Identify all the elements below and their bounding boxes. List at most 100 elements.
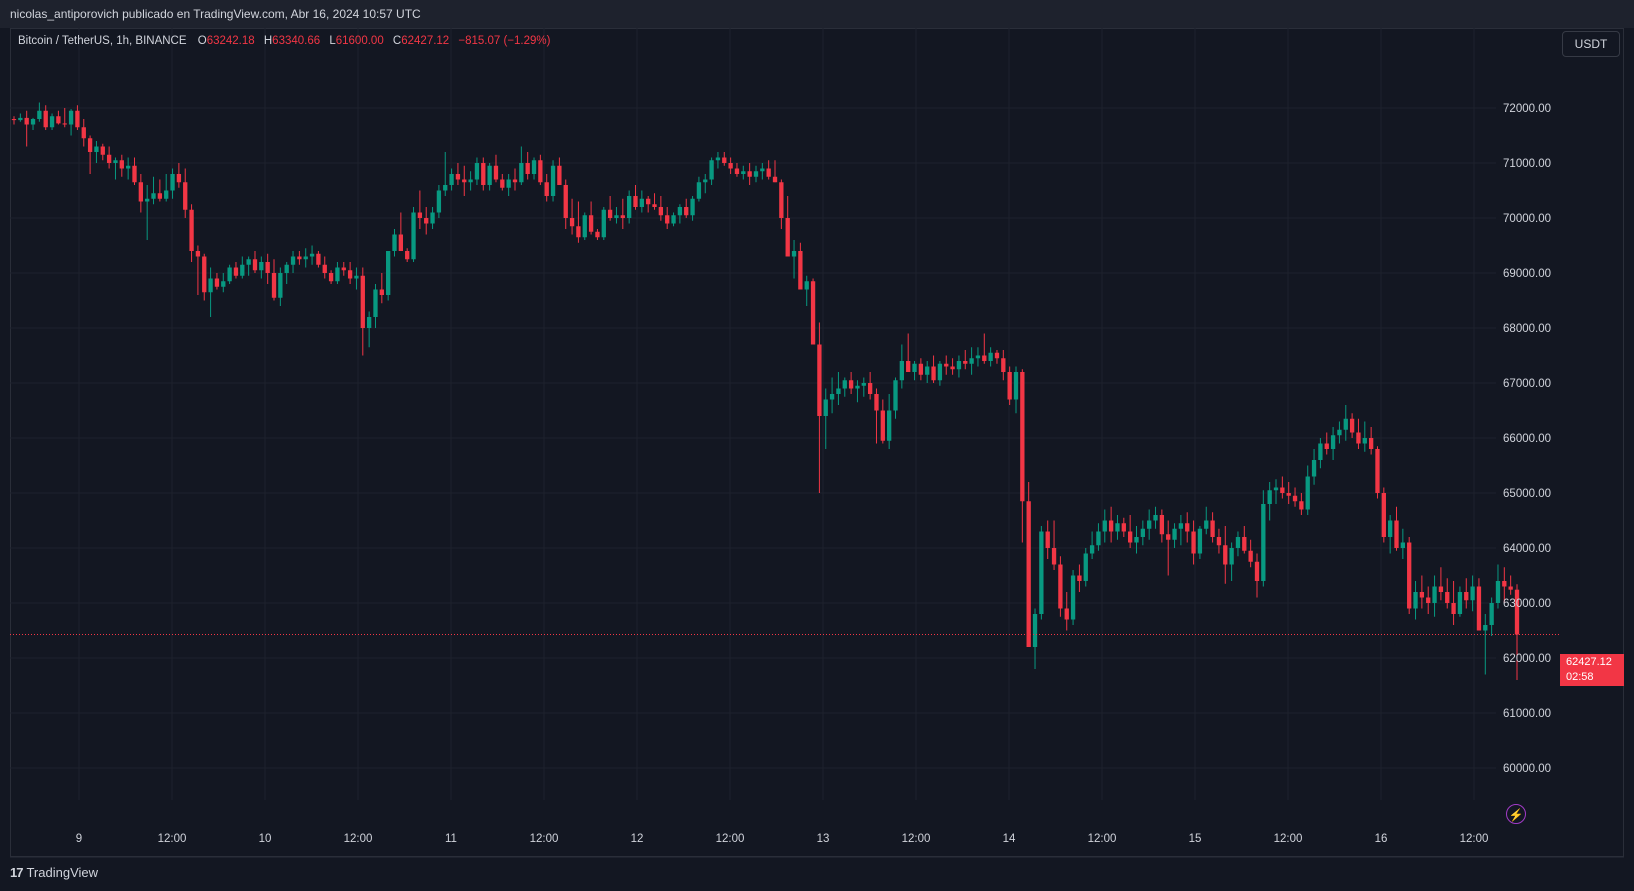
candle-body	[1077, 575, 1082, 581]
candle-body	[424, 218, 429, 224]
candle-body	[240, 264, 245, 276]
candle-body	[297, 256, 302, 260]
candle-body	[487, 165, 492, 185]
candle-body	[316, 253, 321, 265]
time-axis[interactable]: 9 12:00 10 12:00 11 12:00 12 12:00 13 12:00 14 12:0…	[76, 833, 1489, 845]
candle-body	[1343, 418, 1348, 430]
candle-body	[68, 110, 74, 125]
y-tick-label: 71000.00	[1503, 158, 1551, 170]
candle-body	[1210, 520, 1215, 537]
candle-body	[887, 410, 892, 441]
candle-body	[1185, 523, 1190, 532]
candle-body	[1235, 537, 1241, 548]
candle-body	[525, 163, 530, 174]
candle-body	[24, 117, 29, 125]
candle-body	[690, 198, 695, 216]
candle-body	[309, 253, 315, 257]
candle-body	[430, 212, 435, 224]
candle-body	[823, 399, 828, 416]
candle-body	[1299, 501, 1304, 510]
candle-body	[1045, 531, 1050, 548]
candle-body	[341, 267, 346, 271]
candle-body	[760, 168, 765, 172]
open-value: 63242.18	[206, 35, 255, 47]
candle-body	[1001, 358, 1006, 372]
candle-body	[366, 317, 372, 328]
candle-body	[11, 119, 17, 121]
high-label: H	[263, 35, 273, 47]
tradingview-logo-icon: 17	[10, 865, 24, 880]
candle-body	[779, 182, 784, 218]
candle-body	[607, 209, 613, 218]
candle-body	[1368, 438, 1374, 449]
grid	[10, 28, 1624, 858]
candle-body	[912, 363, 917, 372]
candle-body	[1058, 564, 1063, 609]
candle-body	[836, 388, 841, 394]
candle-body	[1508, 586, 1513, 590]
candle-body	[1432, 586, 1437, 603]
candle-body	[132, 165, 137, 183]
candle-body	[170, 174, 175, 191]
candle-body	[62, 123, 67, 125]
candle-body	[804, 281, 809, 290]
candle-body	[125, 165, 131, 169]
candle-body	[164, 190, 169, 199]
bar-countdown: 02:58	[1566, 671, 1594, 683]
candle-body	[1007, 372, 1012, 400]
candle-body	[867, 383, 873, 394]
tradingview-brand[interactable]: 17 TradingView	[10, 865, 98, 880]
candle-body	[1514, 589, 1520, 635]
candle-body	[829, 394, 835, 400]
high-value: 63340.66	[272, 35, 321, 47]
candle-body	[1470, 586, 1475, 601]
candle-body	[1191, 531, 1196, 554]
x-tick-label: 12:00	[530, 833, 559, 845]
candle-body	[715, 157, 721, 161]
candle-body	[1413, 592, 1418, 609]
candle-body	[1502, 581, 1507, 587]
candle-body	[791, 251, 797, 257]
y-tick-label: 61000.00	[1503, 708, 1551, 720]
candle-body	[1375, 449, 1380, 493]
price-axis[interactable]: 72000.00 71000.00 70000.00 69000.00 68000.00…	[1503, 103, 1551, 775]
candle-body	[1140, 528, 1145, 537]
candle-body	[100, 146, 105, 155]
open-label: O	[197, 35, 207, 47]
symbol-legend: Bitcoin / TetherUS, 1h, BINANCE O63242.1…	[18, 35, 556, 47]
candle-body	[842, 380, 847, 389]
candle-body	[1147, 520, 1152, 529]
candle-body	[246, 259, 251, 265]
candle-body	[969, 358, 974, 364]
candle-body	[620, 215, 625, 218]
candle-body	[271, 273, 277, 298]
candle-body	[265, 262, 270, 273]
symbol-title[interactable]: Bitcoin / TetherUS, 1h, BINANCE	[18, 35, 187, 47]
candle-body	[798, 251, 803, 290]
currency-button[interactable]: USDT	[1562, 31, 1620, 57]
candle-body	[1419, 592, 1425, 598]
candle-body	[30, 119, 36, 125]
candle-body	[157, 193, 163, 199]
candle-body	[1013, 372, 1019, 400]
candle-body	[1457, 592, 1463, 614]
low-label: L	[329, 35, 336, 47]
candle-body	[931, 366, 936, 381]
candle-body	[1096, 531, 1101, 546]
candle-body	[1064, 608, 1069, 620]
x-tick-label: 11	[445, 833, 457, 845]
candle-body	[75, 110, 80, 128]
y-tick-label: 66000.00	[1503, 433, 1551, 445]
candle-body	[373, 289, 378, 317]
candle-body	[386, 251, 391, 295]
candle-body	[747, 171, 752, 177]
candle-body	[113, 160, 118, 163]
candle-body	[1254, 561, 1260, 581]
lightning-bolt-icon[interactable]: ⚡	[1506, 804, 1526, 824]
candle-body	[1223, 545, 1228, 565]
x-tick-label: 9	[76, 833, 82, 845]
candle-body	[1039, 531, 1044, 614]
candle-body	[1102, 520, 1107, 532]
candle-body	[963, 361, 968, 364]
